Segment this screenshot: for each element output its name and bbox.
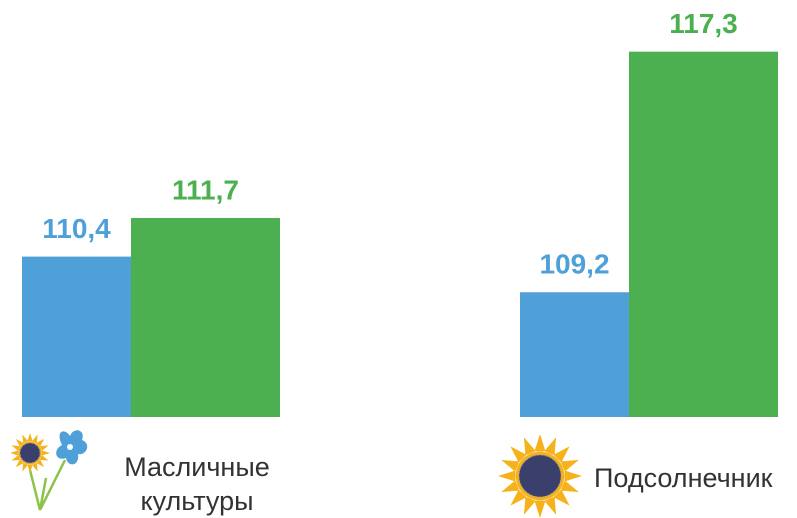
petal	[36, 438, 45, 447]
category-label: Масличные культуры	[124, 452, 270, 516]
petal	[41, 450, 50, 456]
petal	[27, 464, 33, 473]
petal	[544, 496, 557, 515]
petal	[39, 445, 49, 451]
petal	[498, 470, 516, 482]
value-label: 117,3	[669, 8, 738, 39]
petal	[560, 459, 579, 472]
petal	[523, 496, 536, 515]
value-label: 110,4	[42, 213, 111, 244]
petal	[564, 470, 582, 482]
bar	[22, 256, 131, 417]
sunflower-seeds	[518, 454, 562, 498]
petal	[15, 438, 24, 447]
sunflower-seeds	[19, 442, 41, 464]
sunflower-icon	[10, 433, 50, 473]
petal	[501, 459, 520, 472]
petal	[534, 434, 546, 452]
petal	[32, 462, 38, 472]
bar	[629, 51, 778, 418]
petal	[534, 500, 546, 518]
bar	[131, 217, 280, 417]
value-label: 111,7	[172, 174, 239, 205]
petal	[523, 437, 536, 456]
petal	[32, 434, 38, 444]
oil-crops-icon	[28, 430, 88, 511]
sunflower-icon	[498, 434, 582, 518]
petal	[501, 480, 520, 493]
petal	[10, 450, 19, 456]
petal	[553, 446, 570, 463]
petal	[15, 459, 24, 468]
petal	[560, 480, 579, 493]
petal	[11, 445, 21, 451]
bar	[520, 292, 629, 417]
petal	[544, 437, 557, 456]
petal	[22, 462, 28, 472]
category-label: Подсолнечник	[594, 463, 773, 493]
petal	[36, 459, 45, 468]
value-label: 109,2	[539, 249, 609, 280]
petal	[27, 433, 33, 442]
petal	[39, 455, 49, 461]
petal	[510, 489, 527, 506]
petal	[510, 446, 527, 463]
petal	[11, 455, 21, 461]
petal	[22, 434, 28, 444]
petal	[553, 489, 570, 506]
